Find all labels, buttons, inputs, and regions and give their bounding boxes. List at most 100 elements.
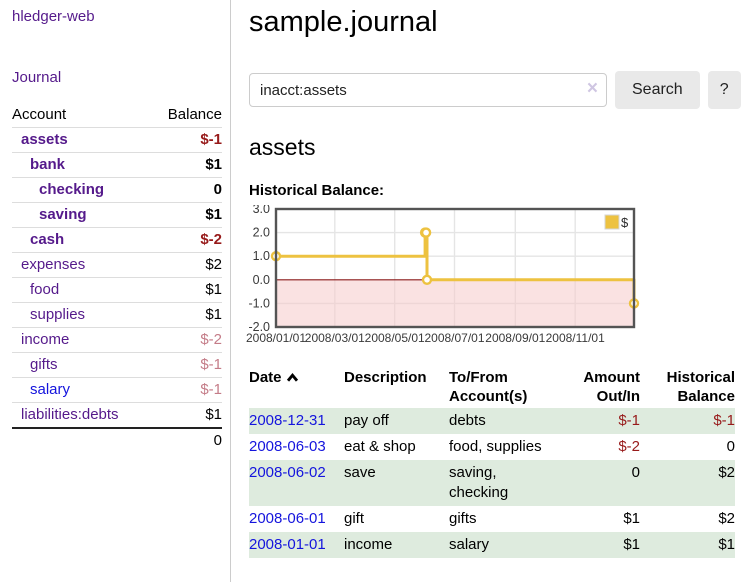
register-row: 2008-06-02 save saving, checking 0 $2 [249,460,735,506]
register-description-cell: eat & shop [344,438,416,455]
account-row: gifts $-1 [12,352,222,378]
account-link[interactable]: food [30,281,60,298]
account-row: expenses $2 [12,252,222,278]
accounts-total-balance: 0 [151,427,222,453]
svg-text:2008/03/01: 2008/03/01 [305,331,365,345]
transaction-date-link[interactable]: 2008-12-31 [249,412,326,429]
search-form: × Search ? [249,71,742,109]
register-balance-cell: 0 [726,438,735,455]
svg-text:0.0: 0.0 [253,273,270,287]
account-name-cell: food [12,277,152,303]
account-balance: 0 [151,177,222,203]
account-name-cell: income [12,327,152,353]
account-name-cell: liabilities:debts [12,402,152,428]
register-date-cell: 2008-06-02 [249,460,344,506]
page-title: sample.journal [249,6,438,38]
svg-text:-1.0: -1.0 [248,296,270,310]
svg-text:2008/01/01: 2008/01/01 [246,331,306,345]
register-accounts-cell: debts [449,412,486,429]
register-balance-cell: $2 [718,510,735,527]
svg-text:2008/07/01: 2008/07/01 [424,331,484,345]
account-link[interactable]: supplies [30,306,86,323]
register-amount-cell: 0 [631,464,640,481]
search-input-wrap: × [249,73,607,107]
account-row: salary $-1 [12,377,222,403]
register-date-cell: 2008-06-03 [249,434,344,460]
account-name-cell: supplies [12,302,152,328]
account-balance: $1 [151,202,222,228]
account-name-cell: expenses [12,252,152,278]
register-header-date[interactable]: Date [249,366,344,408]
accounts-header-balance: Balance [167,106,222,123]
register-header-description: Description [344,369,427,386]
svg-text:-2.0: -2.0 [248,320,270,334]
svg-text:2008/11/01: 2008/11/01 [546,331,605,345]
accounts-total-row: 0 [12,427,222,453]
account-row: bank $1 [12,152,222,178]
balance-chart-svg: $3.0 2.0 1.0 0.0 -1.0 -2.02008/01/012008/03/0… [246,202,640,345]
account-balance: $1 [151,152,222,178]
account-link[interactable]: saving [39,206,87,223]
account-balance: $1 [151,302,222,328]
transaction-date-link[interactable]: 2008-06-03 [249,438,326,455]
register-header-row: Date Description To/From Account(s) Amount Ou… [249,366,735,408]
chart-title: Historical Balance: [249,182,385,199]
account-name-cell: saving [12,202,152,228]
clear-search-icon[interactable]: × [586,78,598,99]
accounts-total-spacer [12,427,152,453]
account-link[interactable]: expenses [21,256,86,273]
account-row: saving $1 [12,202,222,228]
account-balance: $2 [151,252,222,278]
register-amount-cell: $-2 [618,438,640,455]
register-header-to-from: To/From Account(s) [449,369,528,405]
search-button[interactable]: Search [615,71,700,109]
account-row: liabilities:debts $1 [12,402,222,428]
account-link[interactable]: gifts [30,356,58,373]
register-accounts-cell: salary [449,536,490,553]
account-name-cell: gifts [12,352,152,378]
register-balance-cell: $-1 [713,412,735,429]
accounts-table: Account Balance assets $-1 bank $1 checking 0… [12,102,222,453]
transaction-date-link[interactable]: 2008-06-01 [249,510,326,527]
register-description-cell: gift [344,510,365,527]
register-accounts-cell: food, supplies [449,438,542,455]
search-input[interactable] [249,73,607,107]
account-balance: $-2 [151,227,222,253]
register-description-cell: save [344,464,376,481]
register-row: 2008-01-01 income salary $1 $1 [249,532,735,558]
account-row: assets $-1 [12,127,222,153]
sort-ascending-icon [286,368,299,387]
account-link[interactable]: checking [39,181,105,198]
svg-text:1.0: 1.0 [253,249,270,263]
register-date-cell: 2008-06-01 [249,506,344,532]
account-link[interactable]: income [21,331,70,348]
sidebar-item-journal[interactable]: Journal [12,69,62,86]
account-name-cell: cash [12,227,152,253]
register-amount-cell: $1 [623,510,640,527]
register-accounts-cell: gifts [449,510,477,527]
register-row: 2008-06-03 eat & shop food, supplies $-2 0 [249,434,735,460]
account-name-cell: salary [12,377,152,403]
account-link[interactable]: liabilities:debts [21,406,119,423]
register-amount-cell: $-1 [618,412,640,429]
legend-label: $ [621,215,629,230]
account-link[interactable]: bank [30,156,66,173]
account-row: income $-2 [12,327,222,353]
brand-link[interactable]: hledger-web [12,8,95,25]
svg-text:2.0: 2.0 [253,226,270,240]
account-row: checking 0 [12,177,222,203]
account-link[interactable]: salary [30,381,71,398]
transaction-date-link[interactable]: 2008-06-02 [249,464,326,481]
account-link[interactable]: assets [21,131,68,148]
account-link[interactable]: cash [30,231,65,248]
register-header-amount: Amount Out/In [583,369,640,405]
register-amount-cell: $1 [623,536,640,553]
transaction-date-link[interactable]: 2008-01-01 [249,536,326,553]
account-name-cell: assets [12,127,152,153]
register-row: 2008-12-31 pay off debts $-1 $-1 [249,408,735,434]
svg-text:3.0: 3.0 [253,205,270,216]
account-row: cash $-2 [12,227,222,253]
help-button[interactable]: ? [707,71,741,109]
register-table: Date Description To/From Account(s) Amount Ou… [249,366,735,558]
